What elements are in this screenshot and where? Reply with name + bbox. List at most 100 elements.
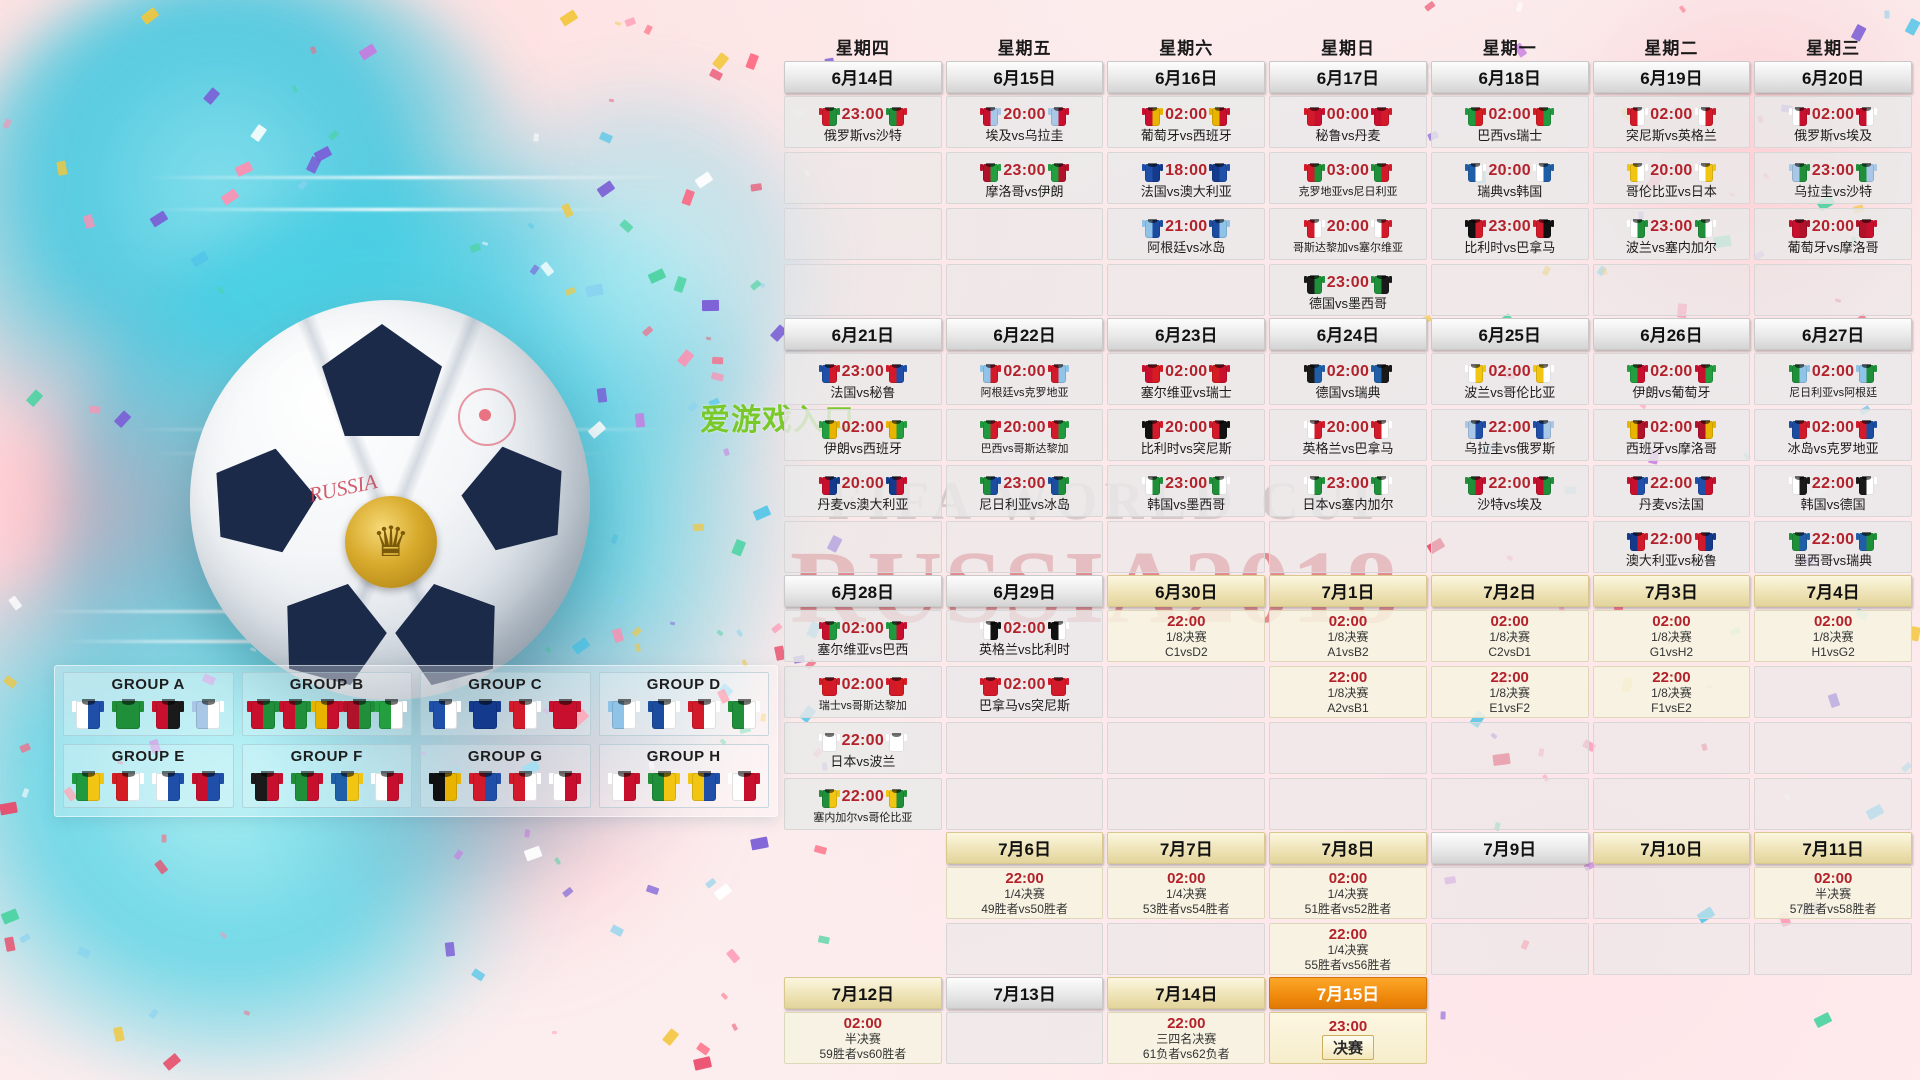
match-cell[interactable]: 02:00 俄罗斯vs埃及 bbox=[1754, 96, 1912, 148]
match-cell[interactable]: 03:00 克罗地亚vs尼日利亚 bbox=[1269, 152, 1427, 204]
knockout-match-cell[interactable]: 02:00 1/8决赛 A1vsB2 bbox=[1269, 610, 1427, 662]
match-cell[interactable]: 23:00 摩洛哥vs伊朗 bbox=[945, 152, 1104, 204]
date-header-6月17日[interactable]: 6月17日 bbox=[1269, 61, 1427, 93]
match-cell[interactable]: 02:00 阿根廷vs克罗地亚 bbox=[945, 353, 1104, 405]
date-header-6月27日[interactable]: 6月27日 bbox=[1754, 318, 1912, 350]
match-cell[interactable]: 18:00 法国vs澳大利亚 bbox=[1107, 152, 1266, 204]
date-header-7月11日[interactable]: 7月11日 bbox=[1754, 832, 1912, 864]
match-cell[interactable]: 20:00 比利时vs突尼斯 bbox=[1107, 409, 1266, 461]
knockout-match-cell[interactable]: 02:00 1/8决赛 H1vsG2 bbox=[1754, 610, 1912, 662]
date-header-7月12日[interactable]: 7月12日 bbox=[784, 977, 942, 1009]
match-cell[interactable]: 22:00 墨西哥vs瑞典 bbox=[1754, 521, 1912, 573]
knockout-match-cell[interactable]: 02:00 1/8决赛 G1vsH2 bbox=[1592, 610, 1751, 662]
date-header-6月22日[interactable]: 6月22日 bbox=[945, 318, 1104, 350]
match-cell[interactable]: 20:00 英格兰vs巴拿马 bbox=[1269, 409, 1427, 461]
date-header-7月8日[interactable]: 7月8日 bbox=[1269, 832, 1427, 864]
knockout-match-cell[interactable]: 02:00 1/4决赛 53胜者vs54胜者 bbox=[1107, 867, 1266, 919]
match-cell[interactable]: 23:00 韩国vs墨西哥 bbox=[1107, 465, 1266, 517]
date-header-6月21日[interactable]: 6月21日 bbox=[784, 318, 942, 350]
knockout-match-cell[interactable]: 22:00 1/8决赛 E1vsF2 bbox=[1430, 666, 1589, 718]
match-cell[interactable]: 23:00 尼日利亚vs冰岛 bbox=[945, 465, 1104, 517]
date-header-7月6日[interactable]: 7月6日 bbox=[945, 832, 1104, 864]
match-cell[interactable]: 23:00 乌拉圭vs沙特 bbox=[1754, 152, 1912, 204]
knockout-match-cell[interactable]: 02:00 1/8决赛 C2vsD1 bbox=[1430, 610, 1589, 662]
knockout-match-cell[interactable]: 22:00 三四名决赛 61负者vs62负者 bbox=[1107, 1012, 1266, 1064]
date-header-6月23日[interactable]: 6月23日 bbox=[1107, 318, 1266, 350]
date-header-6月29日[interactable]: 6月29日 bbox=[945, 575, 1104, 607]
match-cell[interactable]: 02:00 巴西vs瑞士 bbox=[1430, 96, 1589, 148]
match-cell[interactable]: 02:00 尼日利亚vs阿根廷 bbox=[1754, 353, 1912, 405]
match-cell[interactable]: 02:00 巴拿马vs突尼斯 bbox=[945, 666, 1104, 718]
date-header-7月3日[interactable]: 7月3日 bbox=[1592, 575, 1751, 607]
date-header-6月26日[interactable]: 6月26日 bbox=[1592, 318, 1751, 350]
knockout-match-cell[interactable]: 02:00 半决赛 59胜者vs60胜者 bbox=[784, 1012, 942, 1064]
match-cell[interactable]: 23:00 德国vs墨西哥 bbox=[1269, 264, 1427, 316]
date-header-6月18日[interactable]: 6月18日 bbox=[1430, 61, 1589, 93]
date-header-7月1日[interactable]: 7月1日 bbox=[1269, 575, 1427, 607]
date-header-7月10日[interactable]: 7月10日 bbox=[1592, 832, 1751, 864]
knockout-match-cell[interactable]: 22:00 1/8决赛 C1vsD2 bbox=[1107, 610, 1266, 662]
match-cell[interactable]: 20:00 葡萄牙vs摩洛哥 bbox=[1754, 208, 1912, 260]
group-card-group-b[interactable]: GROUP B bbox=[241, 672, 412, 736]
match-cell[interactable]: 22:00 丹麦vs法国 bbox=[1592, 465, 1751, 517]
match-cell[interactable]: 02:00 波兰vs哥伦比亚 bbox=[1430, 353, 1589, 405]
group-card-group-a[interactable]: GROUP A bbox=[63, 672, 234, 736]
date-header-6月25日[interactable]: 6月25日 bbox=[1430, 318, 1589, 350]
knockout-match-cell[interactable]: 02:00 1/4决赛 51胜者vs52胜者 bbox=[1269, 867, 1427, 919]
match-cell[interactable]: 02:00 伊朗vs西班牙 bbox=[784, 409, 942, 461]
match-cell[interactable]: 22:00 塞内加尔vs哥伦比亚 bbox=[784, 778, 942, 830]
match-cell[interactable]: 02:00 突尼斯vs英格兰 bbox=[1592, 96, 1751, 148]
knockout-match-cell[interactable]: 02:00 半决赛 57胜者vs58胜者 bbox=[1754, 867, 1912, 919]
match-cell[interactable]: 22:00 日本vs波兰 bbox=[784, 722, 942, 774]
final-match-cell[interactable]: 23:00 决赛 bbox=[1269, 1012, 1427, 1064]
match-cell[interactable]: 20:00 丹麦vs澳大利亚 bbox=[784, 465, 942, 517]
match-cell[interactable]: 23:00 比利时vs巴拿马 bbox=[1430, 208, 1589, 260]
match-cell[interactable]: 21:00 阿根廷vs冰岛 bbox=[1107, 208, 1266, 260]
match-cell[interactable]: 23:00 俄罗斯vs沙特 bbox=[784, 96, 942, 148]
date-header-6月20日[interactable]: 6月20日 bbox=[1754, 61, 1912, 93]
date-header-6月28日[interactable]: 6月28日 bbox=[784, 575, 942, 607]
match-cell[interactable]: 22:00 沙特vs埃及 bbox=[1430, 465, 1589, 517]
match-cell[interactable]: 02:00 塞尔维亚vs瑞士 bbox=[1107, 353, 1266, 405]
match-cell[interactable]: 22:00 韩国vs德国 bbox=[1754, 465, 1912, 517]
knockout-match-cell[interactable]: 22:00 1/8决赛 A2vsB1 bbox=[1269, 666, 1427, 718]
match-cell[interactable]: 23:00 法国vs秘鲁 bbox=[784, 353, 942, 405]
date-header-7月4日[interactable]: 7月4日 bbox=[1754, 575, 1912, 607]
group-card-group-d[interactable]: GROUP D bbox=[598, 672, 769, 736]
group-card-group-h[interactable]: GROUP H bbox=[598, 744, 769, 808]
knockout-match-cell[interactable]: 22:00 1/8决赛 F1vsE2 bbox=[1592, 666, 1751, 718]
date-header-7月2日[interactable]: 7月2日 bbox=[1430, 575, 1589, 607]
match-cell[interactable]: 20:00 巴西vs哥斯达黎加 bbox=[945, 409, 1104, 461]
match-cell[interactable]: 20:00 哥伦比亚vs日本 bbox=[1592, 152, 1751, 204]
date-header-7月9日[interactable]: 7月9日 bbox=[1430, 832, 1589, 864]
date-header-6月16日[interactable]: 6月16日 bbox=[1107, 61, 1266, 93]
match-cell[interactable]: 23:00 波兰vs塞内加尔 bbox=[1592, 208, 1751, 260]
date-header-7月15日[interactable]: 7月15日 bbox=[1269, 977, 1427, 1009]
date-header-6月14日[interactable]: 6月14日 bbox=[784, 61, 942, 93]
date-header-6月24日[interactable]: 6月24日 bbox=[1269, 318, 1427, 350]
group-card-group-e[interactable]: GROUP E bbox=[63, 744, 234, 808]
group-card-group-c[interactable]: GROUP C bbox=[420, 672, 591, 736]
match-cell[interactable]: 02:00 冰岛vs克罗地亚 bbox=[1754, 409, 1912, 461]
knockout-match-cell[interactable]: 22:00 1/4决赛 55胜者vs56胜者 bbox=[1269, 923, 1427, 975]
match-cell[interactable]: 20:00 埃及vs乌拉圭 bbox=[945, 96, 1104, 148]
match-cell[interactable]: 20:00 瑞典vs韩国 bbox=[1430, 152, 1589, 204]
group-card-group-g[interactable]: GROUP G bbox=[420, 744, 591, 808]
date-header-7月7日[interactable]: 7月7日 bbox=[1107, 832, 1266, 864]
match-cell[interactable]: 00:00 秘鲁vs丹麦 bbox=[1269, 96, 1427, 148]
match-cell[interactable]: 02:00 西班牙vs摩洛哥 bbox=[1592, 409, 1751, 461]
date-header-7月13日[interactable]: 7月13日 bbox=[945, 977, 1104, 1009]
date-header-7月14日[interactable]: 7月14日 bbox=[1107, 977, 1266, 1009]
group-card-group-f[interactable]: GROUP F bbox=[241, 744, 412, 808]
date-header-6月30日[interactable]: 6月30日 bbox=[1107, 575, 1266, 607]
match-cell[interactable]: 02:00 德国vs瑞典 bbox=[1269, 353, 1427, 405]
match-cell[interactable]: 22:00 乌拉圭vs俄罗斯 bbox=[1430, 409, 1589, 461]
match-cell[interactable]: 22:00 澳大利亚vs秘鲁 bbox=[1592, 521, 1751, 573]
match-cell[interactable]: 02:00 葡萄牙vs西班牙 bbox=[1107, 96, 1266, 148]
date-header-6月15日[interactable]: 6月15日 bbox=[945, 61, 1104, 93]
match-cell[interactable]: 02:00 瑞士vs哥斯达黎加 bbox=[784, 666, 942, 718]
match-cell[interactable]: 20:00 哥斯达黎加vs塞尔维亚 bbox=[1269, 208, 1427, 260]
match-cell[interactable]: 23:00 日本vs塞内加尔 bbox=[1269, 465, 1427, 517]
match-cell[interactable]: 02:00 伊朗vs葡萄牙 bbox=[1592, 353, 1751, 405]
match-cell[interactable]: 02:00 塞尔维亚vs巴西 bbox=[784, 610, 942, 662]
